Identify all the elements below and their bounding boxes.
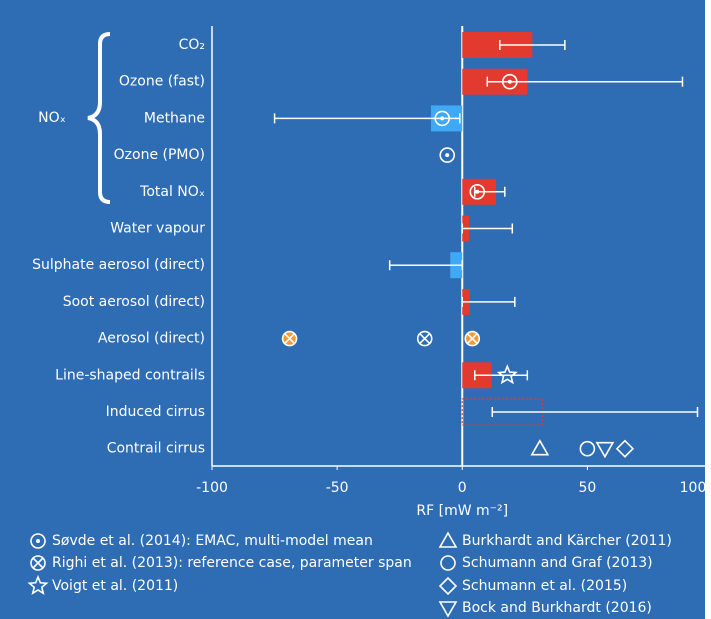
symbol-shape	[32, 557, 44, 569]
marker-circle-dot	[439, 147, 456, 163]
marker-circle-dot	[30, 533, 46, 549]
symbol-shape	[530, 439, 550, 456]
symbol-dot	[440, 116, 445, 121]
marker-diamond	[438, 576, 458, 596]
legend-entry: Righi et al. (2013): reference case, par…	[30, 555, 412, 571]
x-tick-label: -50	[326, 480, 349, 496]
legend-entry: Burkhardt and Kärcher (2011)	[438, 531, 672, 549]
error-bar	[388, 260, 464, 271]
y-tick-label: Contrail cirrus	[107, 441, 205, 457]
y-tick-label: Line-shaped contrails	[55, 367, 205, 383]
symbol-dot	[475, 189, 480, 194]
error-bar	[461, 296, 516, 307]
symbol-shape	[416, 330, 433, 347]
legend-entry: Schumann et al. (2015)	[438, 576, 627, 596]
symbol-dot	[36, 539, 40, 543]
symbol-shape	[496, 364, 518, 385]
y-tick-label: Ozone (fast)	[119, 74, 205, 90]
legend-label: Schumann et al. (2015)	[462, 578, 627, 594]
symbol-shape	[27, 574, 49, 595]
marker-diamond	[615, 439, 635, 458]
error-bar	[461, 223, 514, 234]
marker-triangle-down	[595, 441, 615, 459]
marker-circle-dot	[469, 184, 486, 200]
marker-circle-cross	[30, 555, 46, 571]
marker-circle-cross	[281, 330, 298, 347]
marker-circle-dot	[434, 110, 451, 127]
marker-circle-dot	[502, 73, 518, 90]
symbol-shape	[502, 73, 518, 90]
y-tick-label: Soot aerosol (direct)	[63, 294, 205, 310]
legend-label: Burkhardt and Kärcher (2011)	[462, 533, 672, 549]
symbol-dot	[445, 153, 450, 158]
symbol-shape	[466, 333, 478, 345]
legend-label: Schumann and Graf (2013)	[462, 555, 653, 571]
symbol-shape	[438, 601, 458, 618]
symbol-shape	[438, 531, 458, 548]
y-tick-label: Methane	[144, 110, 205, 126]
x-tick-label: 0	[458, 480, 467, 496]
marker-triangle-down	[438, 601, 458, 618]
y-tick-label: Induced cirrus	[106, 404, 205, 420]
legend-entry: Søvde et al. (2014): EMAC, multi-model m…	[30, 533, 373, 549]
symbol-shape	[439, 147, 456, 163]
symbol-shape	[419, 333, 431, 345]
symbol-shape	[615, 439, 635, 458]
x-tick-label: 50	[578, 480, 596, 496]
marker-circle	[579, 440, 596, 457]
marker-circle-cross	[464, 330, 481, 347]
y-tick-label: Aerosol (direct)	[98, 331, 205, 347]
symbol-shape	[30, 555, 46, 571]
marker-triangle-up	[438, 531, 458, 548]
legend-entry: Voigt et al. (2011)	[27, 574, 178, 595]
error-bar	[474, 186, 506, 197]
y-tick-label: Total NOₓ	[139, 184, 205, 200]
error-bar	[491, 407, 699, 417]
error-bar	[273, 113, 461, 124]
y-tick-label: Sulphate aerosol (direct)	[32, 257, 205, 273]
y-tick-label: Ozone (PMO)	[114, 147, 205, 163]
legend-entry: Bock and Burkhardt (2016)	[438, 600, 652, 618]
legend-label: Voigt et al. (2011)	[52, 578, 178, 594]
marker-circle-cross	[416, 330, 433, 347]
y-tick-label: CO₂	[179, 37, 205, 53]
symbol-dot	[507, 79, 512, 84]
y-tick-label: Water vapour	[110, 221, 205, 237]
marker-star	[27, 574, 49, 595]
symbol-shape	[469, 184, 486, 200]
legend-label: Bock and Burkhardt (2016)	[462, 600, 652, 616]
brace	[87, 32, 111, 204]
symbol-shape	[284, 333, 296, 345]
marker-triangle-up	[530, 439, 550, 456]
error-bar	[486, 76, 684, 87]
symbol-shape	[440, 555, 456, 571]
x-tick-label: -100	[196, 480, 228, 496]
x-tick-label: 100	[680, 480, 707, 496]
symbol-shape	[595, 441, 615, 459]
legend-entry: Schumann and Graf (2013)	[440, 555, 653, 571]
symbol-shape	[30, 533, 46, 549]
marker-star	[496, 364, 518, 385]
symbol-shape	[579, 440, 596, 457]
x-axis-label: RF [mW m⁻²]	[416, 503, 508, 519]
group-label: NOₓ	[38, 110, 66, 126]
symbol-shape	[434, 110, 451, 127]
error-bar	[499, 40, 566, 50]
legend-label: Søvde et al. (2014): EMAC, multi-model m…	[52, 533, 373, 549]
legend-label: Righi et al. (2013): reference case, par…	[52, 555, 412, 571]
symbol-shape	[438, 576, 458, 596]
marker-circle	[440, 555, 456, 571]
